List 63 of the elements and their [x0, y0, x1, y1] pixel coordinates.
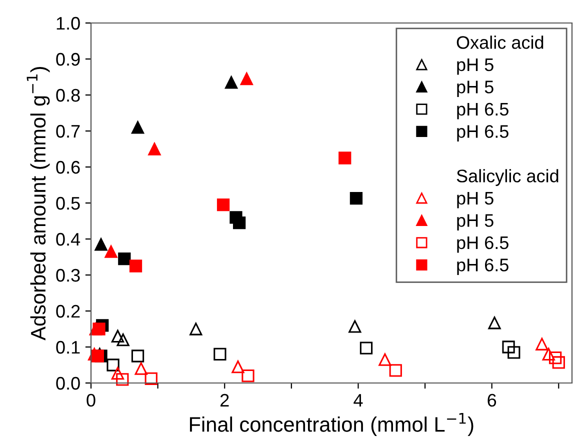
- point: [214, 348, 226, 361]
- legend-label: pH 6.5: [457, 125, 508, 142]
- y-tick-label: 0.5: [56, 196, 80, 210]
- x-axis-title: Final concentration (mmol L$^{−1}$): [190, 413, 474, 436]
- point: [240, 72, 253, 86]
- legend-label: pH 5: [457, 192, 494, 208]
- point: [508, 346, 520, 359]
- point: [389, 364, 402, 377]
- point: [216, 198, 230, 212]
- y-tick-label: 0.0: [56, 376, 80, 390]
- y-tick-label: 0.2: [56, 304, 80, 318]
- y-tick-label: 0.3: [56, 268, 80, 282]
- annotation: Oxalic acid: [456, 36, 544, 49]
- point: [488, 316, 501, 330]
- annotation: Salicylic acid: [456, 169, 558, 186]
- point: [542, 348, 555, 361]
- point: [131, 350, 144, 362]
- y-tick-label: 0.6: [56, 160, 80, 174]
- x-tick-label: 2: [220, 394, 229, 406]
- point: [148, 142, 161, 156]
- legend-label: pH 5: [457, 58, 494, 75]
- legend-label: pH 6.5: [457, 102, 508, 120]
- point: [92, 322, 106, 336]
- point: [536, 338, 548, 350]
- legend-label: pH 6.5: [457, 236, 508, 253]
- point: [502, 340, 515, 354]
- point: [224, 76, 238, 89]
- point: [111, 366, 124, 380]
- y-tick-label: 1.0: [56, 16, 80, 30]
- point: [360, 342, 373, 354]
- point: [338, 152, 352, 164]
- point: [232, 216, 246, 230]
- y-tick-label: 0.4: [56, 232, 80, 246]
- point: [242, 369, 254, 382]
- point: [104, 245, 118, 258]
- point: [94, 238, 108, 251]
- y-tick-label: 0.7: [56, 124, 80, 138]
- x-tick-label: 4: [354, 394, 363, 406]
- point: [134, 362, 148, 375]
- point: [348, 320, 362, 333]
- y-tick-label: 0.1: [56, 340, 80, 354]
- legend-label: pH 5: [457, 80, 494, 97]
- point: [350, 192, 363, 205]
- legend-label: pH 6.5: [457, 258, 508, 275]
- point: [129, 260, 142, 272]
- point: [548, 351, 562, 364]
- point: [106, 358, 120, 372]
- point: [131, 121, 144, 134]
- point: [116, 373, 129, 386]
- y-tick-label: 0.9: [56, 52, 80, 66]
- x-tick-label: 6: [488, 394, 496, 407]
- point: [190, 322, 202, 336]
- point: [116, 333, 130, 346]
- point: [144, 372, 158, 385]
- x-tick-label: 0: [86, 394, 96, 407]
- point: [111, 330, 124, 343]
- y-axis-title: Adsorbed amount (mmol g$^{−1}$): [26, 67, 50, 340]
- point: [118, 252, 131, 266]
- point: [232, 360, 244, 374]
- point: [378, 353, 392, 366]
- point: [552, 356, 565, 369]
- legend-label: pH 5: [457, 214, 494, 230]
- y-tick-label: 0.8: [56, 88, 80, 102]
